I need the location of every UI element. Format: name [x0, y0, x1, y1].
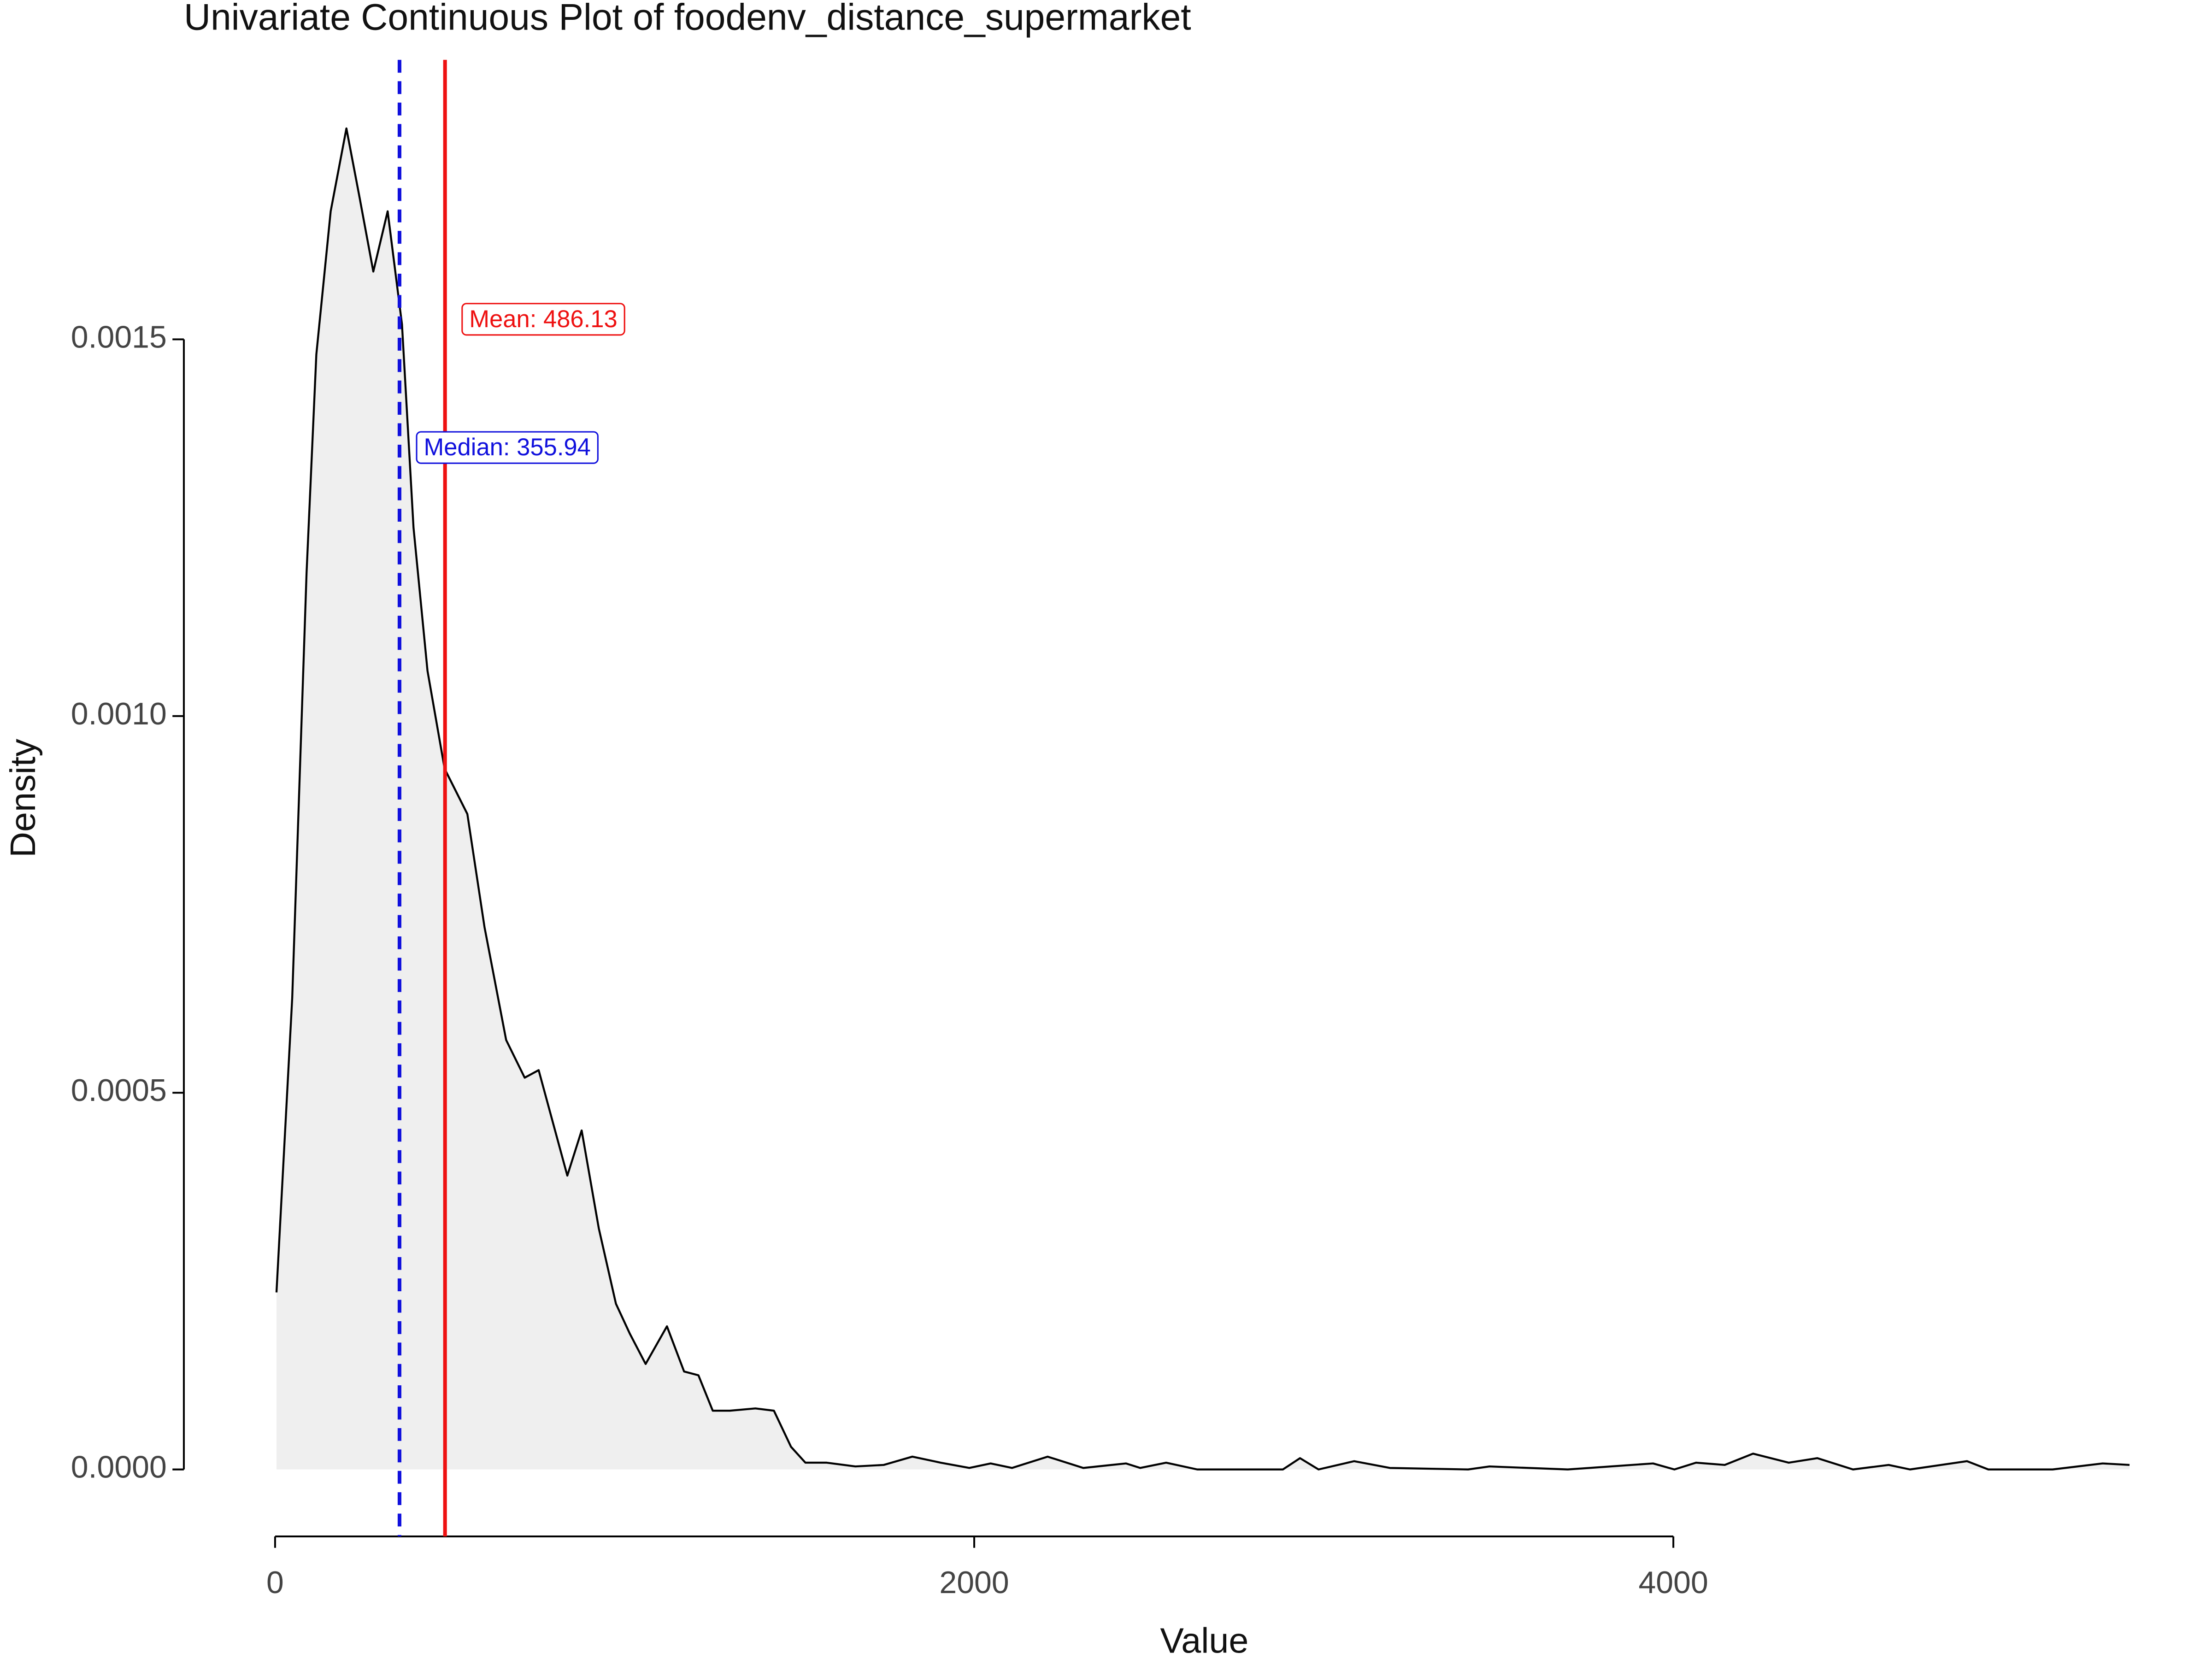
y-tick-label: 0.0000: [71, 1450, 167, 1485]
reference-label: Median: 355.94: [424, 434, 591, 461]
y-tick-label: 0.0010: [71, 696, 167, 731]
x-tick-label: 4000: [1638, 1565, 1708, 1600]
density-area: [276, 128, 2130, 1470]
chart-title: Univariate Continuous Plot of foodenv_di…: [184, 0, 1191, 38]
x-tick-label: 0: [266, 1565, 284, 1600]
reference-label: Mean: 486.13: [469, 306, 617, 333]
x-tick-label: 2000: [939, 1565, 1009, 1600]
y-tick-label: 0.0015: [71, 319, 167, 354]
y-tick-label: 0.0005: [71, 1073, 167, 1108]
density-line: [275, 127, 2130, 1471]
x-axis-label: Value: [1160, 1621, 1248, 1659]
y-axis-label: Density: [3, 739, 43, 858]
reference-label-box: [461, 303, 625, 336]
reference-label-box: [416, 431, 599, 464]
